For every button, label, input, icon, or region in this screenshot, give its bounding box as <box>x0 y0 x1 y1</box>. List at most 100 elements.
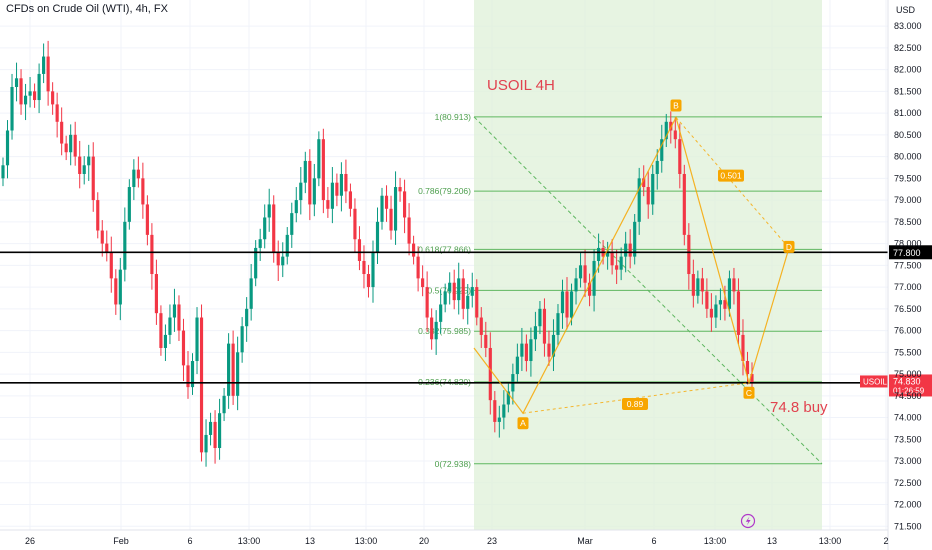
candle <box>560 279 565 329</box>
x-tick-label: 13:00 <box>704 536 727 546</box>
y-tick-label: 81.500 <box>894 86 922 96</box>
x-tick-label: 13 <box>767 536 777 546</box>
candle <box>475 279 479 326</box>
y-tick-label: 79.500 <box>894 173 922 183</box>
candle <box>14 62 19 102</box>
pattern-point-a[interactable]: A <box>517 417 529 430</box>
lightning-icon[interactable] <box>740 513 756 529</box>
candle <box>393 171 398 245</box>
time-axis[interactable]: 26 Feb 6 13:00 13 13:00 20 23 Mar 6 13:00 13 13:00 2 <box>0 529 889 546</box>
x-tick-label: Mar <box>577 536 593 546</box>
fib-retracement-box[interactable] <box>474 0 822 530</box>
candle <box>55 92 59 138</box>
candle <box>542 298 547 357</box>
candle <box>357 226 362 271</box>
candle <box>348 183 353 217</box>
pattern-point-b[interactable]: B <box>670 99 682 112</box>
annotation-title: USOIL 4H <box>487 77 555 94</box>
y-tick-label: 74.500 <box>894 391 922 401</box>
candle <box>114 269 118 315</box>
candle <box>741 319 745 376</box>
candle <box>628 229 632 269</box>
candle <box>37 63 41 114</box>
candle <box>479 307 483 348</box>
candle <box>723 285 727 321</box>
candle <box>461 269 465 320</box>
x-tick-label: 26 <box>25 536 35 546</box>
candle <box>452 269 456 310</box>
pattern-point-c[interactable]: C <box>743 386 755 399</box>
candle <box>1 157 5 187</box>
candle <box>285 227 289 265</box>
candle <box>51 82 55 115</box>
candle <box>497 405 501 438</box>
fib-levels[interactable]: 1(80.913)0.786(79.206)0.618(77.866)0.5(7… <box>418 112 823 469</box>
candle <box>439 290 443 334</box>
candle <box>425 271 429 332</box>
symbol-tag <box>860 375 888 388</box>
candle <box>159 305 163 356</box>
svg-text:0.501: 0.501 <box>720 171 742 181</box>
candle <box>132 159 136 201</box>
candle <box>258 228 262 261</box>
candle <box>502 390 506 430</box>
fib-trend-line[interactable] <box>473 116 823 465</box>
ratio-label[interactable]: 0.89 <box>622 397 648 410</box>
ratio-line-bd[interactable] <box>675 117 790 249</box>
candle <box>100 220 104 257</box>
candle <box>633 214 637 265</box>
candle <box>637 167 641 235</box>
candle <box>240 317 244 363</box>
candle <box>430 308 434 350</box>
candle <box>10 73 14 140</box>
y-tick-label: 80.500 <box>894 130 922 140</box>
candle <box>529 327 533 377</box>
x-tick-label: 6 <box>187 536 192 546</box>
candle <box>673 117 677 149</box>
price-axis[interactable]: 83.000 82.500 82.000 81.500 81.000 80.500 80.0… <box>887 0 922 550</box>
fib-level-label: 0.236(74.820) <box>418 377 471 387</box>
candle <box>443 283 447 313</box>
candle <box>727 270 732 317</box>
candle <box>42 43 46 84</box>
y-tick-label: 80.000 <box>894 152 922 162</box>
harmonic-pattern[interactable]: A B C D 0.501 0.89 <box>473 99 795 430</box>
candle <box>421 265 425 297</box>
currency-label: USD <box>896 5 916 15</box>
candle <box>651 164 655 215</box>
x-tick-label: 13:00 <box>355 536 378 546</box>
y-tick-label: 73.500 <box>894 434 922 444</box>
candle <box>276 240 280 281</box>
horizontal-line-price-tag <box>889 245 932 260</box>
candle <box>375 207 380 265</box>
candle <box>222 387 226 422</box>
candle <box>87 144 91 181</box>
y-tick-label: 81.000 <box>894 108 922 118</box>
x-tick-label: Feb <box>113 536 129 546</box>
candle <box>538 300 542 335</box>
y-tick-label: 73.000 <box>894 456 922 466</box>
candle <box>127 179 131 230</box>
candle <box>389 195 393 240</box>
candle <box>46 40 50 106</box>
candle <box>145 195 149 246</box>
candle <box>236 336 240 411</box>
candle <box>281 242 285 278</box>
x-tick-label: 2 <box>883 536 888 546</box>
fib-level-label: 0.618(77.866) <box>418 244 471 254</box>
y-tick-label: 74.000 <box>894 413 922 423</box>
candle <box>520 327 524 372</box>
candle <box>344 159 348 204</box>
candle <box>646 171 650 219</box>
candle <box>163 324 168 362</box>
candle <box>136 156 140 188</box>
pattern-point-d[interactable]: D <box>783 240 795 253</box>
candle <box>353 198 357 253</box>
candle <box>82 156 86 185</box>
ratio-label[interactable]: 0.501 <box>718 169 744 182</box>
svg-text:A: A <box>520 418 526 428</box>
candle <box>380 187 384 230</box>
candle <box>109 236 113 293</box>
